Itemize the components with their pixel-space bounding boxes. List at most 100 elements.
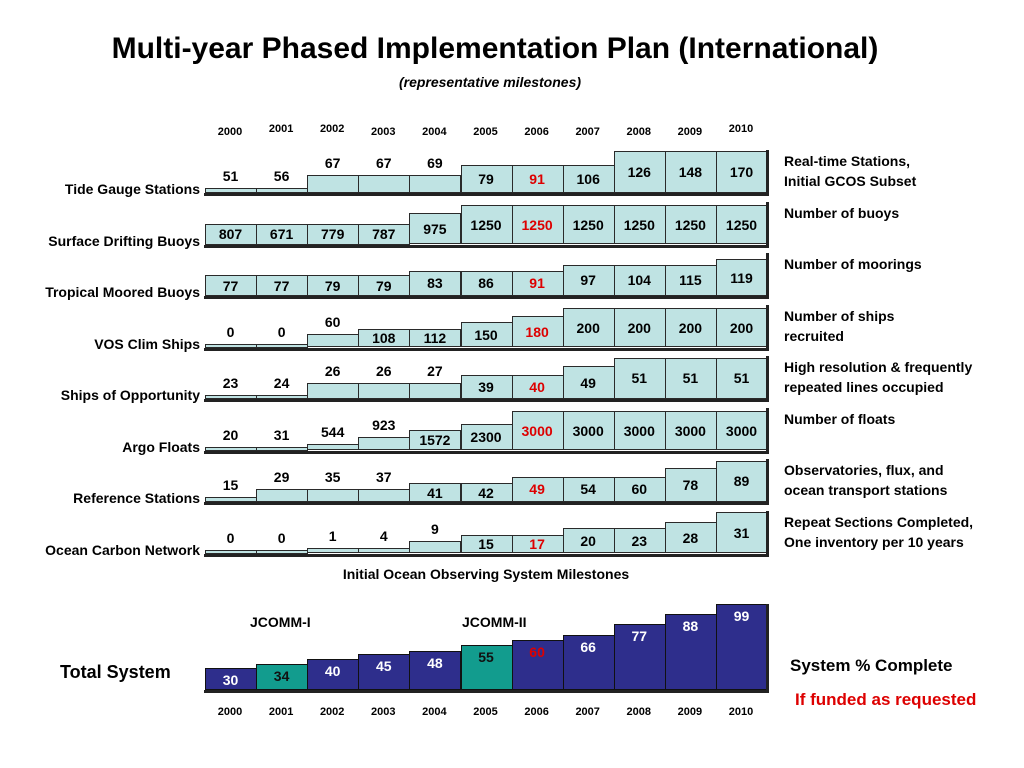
total-bar-value: 45 — [376, 658, 392, 675]
row-right-edge — [766, 459, 769, 505]
milestone-value: 49 — [580, 374, 596, 391]
milestone-value: 115 — [679, 272, 702, 289]
milestone-value: 79 — [376, 277, 392, 294]
milestone-value: 1572 — [419, 432, 451, 449]
row-label: Surface Drifting Buoys — [48, 232, 200, 249]
milestone-cell — [562, 366, 615, 399]
milestone-cell — [307, 443, 360, 451]
milestone-value: 69 — [427, 155, 443, 172]
milestone-value: 51 — [682, 370, 699, 387]
milestone-value: 67 — [376, 155, 392, 172]
total-bar — [358, 654, 411, 690]
milestone-cell — [664, 308, 717, 348]
milestone-value: 9 — [430, 520, 439, 537]
year-header-bottom: 2004 — [422, 706, 447, 718]
milestone-value: 35 — [324, 468, 341, 485]
milestone-value: 79 — [324, 277, 341, 294]
row-right-edge — [766, 356, 769, 402]
milestone-cell — [716, 259, 769, 296]
total-bar-value: 48 — [427, 655, 443, 672]
milestone-value: 0 — [226, 529, 235, 546]
milestone-cell — [664, 264, 717, 296]
milestone-value: 79 — [478, 170, 494, 187]
milestone-value: 91 — [529, 275, 545, 292]
milestone-value: 40 — [529, 378, 545, 395]
year-header-top: 2006 — [524, 126, 549, 138]
milestone-value: 787 — [372, 226, 396, 242]
milestone-cell — [613, 411, 666, 451]
milestone-value: 37 — [376, 468, 392, 485]
milestone-value: 39 — [478, 378, 494, 395]
milestone-cell — [664, 357, 717, 399]
year-header-top: 2000 — [217, 126, 243, 138]
milestone-cell — [562, 476, 615, 502]
row-baseline — [204, 244, 768, 248]
year-header-top: 2007 — [575, 126, 600, 138]
milestone-value: 29 — [273, 468, 290, 485]
milestone-cell — [664, 411, 717, 451]
milestone-cell — [613, 308, 666, 348]
year-header-top: 2003 — [371, 126, 396, 138]
milestone-value: 106 — [576, 170, 600, 187]
milestone-value: 3000 — [572, 422, 604, 439]
milestone-cell — [613, 476, 666, 502]
milestone-value: 1250 — [623, 216, 655, 233]
row-baseline — [204, 553, 768, 557]
milestone-value: 49 — [529, 481, 545, 498]
milestone-value: 104 — [627, 272, 651, 289]
row-right-edge — [766, 253, 769, 299]
milestone-value: 200 — [627, 319, 651, 336]
milestone-value: 51 — [631, 370, 648, 387]
milestone-value: 3000 — [623, 422, 655, 439]
milestone-cell — [511, 411, 564, 451]
row-description: Repeat Sections Completed, One inventory… — [784, 513, 974, 550]
milestone-value: 126 — [627, 164, 651, 181]
milestone-value: 779 — [321, 226, 345, 242]
milestone-cell — [460, 205, 513, 245]
milestone-cell — [664, 468, 717, 502]
milestone-cell — [562, 308, 615, 348]
milestone-cell — [511, 374, 564, 399]
year-header-bottom: 2001 — [268, 706, 294, 718]
milestone-value: 24 — [273, 375, 290, 391]
milestone-cell — [511, 205, 564, 245]
row-baseline — [204, 502, 768, 505]
milestone-cell — [358, 488, 411, 502]
row-description: High resolution & frequently repeated li… — [784, 359, 973, 395]
milestone-value: 77 — [273, 277, 290, 294]
milestone-cell — [307, 334, 360, 348]
milestones-caption: Initial Ocean Observing System Milestone… — [342, 566, 630, 582]
milestone-value: 200 — [729, 319, 754, 336]
milestone-cell — [613, 151, 666, 193]
milestone-value: 3000 — [521, 422, 553, 439]
milestone-value: 51 — [222, 167, 239, 184]
milestone-value: 41 — [427, 484, 443, 501]
year-header-bottom: 2007 — [575, 706, 600, 718]
milestone-cell — [460, 374, 513, 399]
milestone-value: 97 — [580, 272, 596, 289]
milestone-value: 15 — [222, 476, 239, 493]
jcomm-i-label: JCOMM-I — [250, 614, 311, 630]
milestone-value: 1250 — [470, 216, 502, 233]
row-description: Number of floats — [784, 410, 896, 427]
total-bar-value: 40 — [324, 662, 341, 679]
milestone-value: 23 — [222, 375, 239, 391]
row-description: Number of buoys — [784, 204, 900, 221]
milestone-value: 15 — [478, 536, 494, 553]
milestone-value: 83 — [427, 275, 443, 292]
milestone-cell — [562, 528, 615, 554]
year-header-bottom: 2010 — [728, 706, 754, 718]
total-system-label: Total System — [60, 662, 171, 682]
row-right-edge — [766, 304, 769, 351]
milestone-value: 200 — [678, 319, 703, 336]
milestone-value: 0 — [277, 529, 286, 546]
milestone-cell — [716, 460, 769, 502]
milestone-value: 200 — [576, 319, 600, 336]
total-bar-value: 88 — [682, 618, 699, 635]
milestone-value: 112 — [423, 330, 447, 347]
total-bar — [613, 624, 666, 690]
milestone-value: 42 — [478, 484, 494, 501]
milestone-value: 1 — [328, 528, 337, 545]
row-label: Reference Stations — [73, 490, 200, 506]
milestone-value: 60 — [324, 314, 341, 331]
